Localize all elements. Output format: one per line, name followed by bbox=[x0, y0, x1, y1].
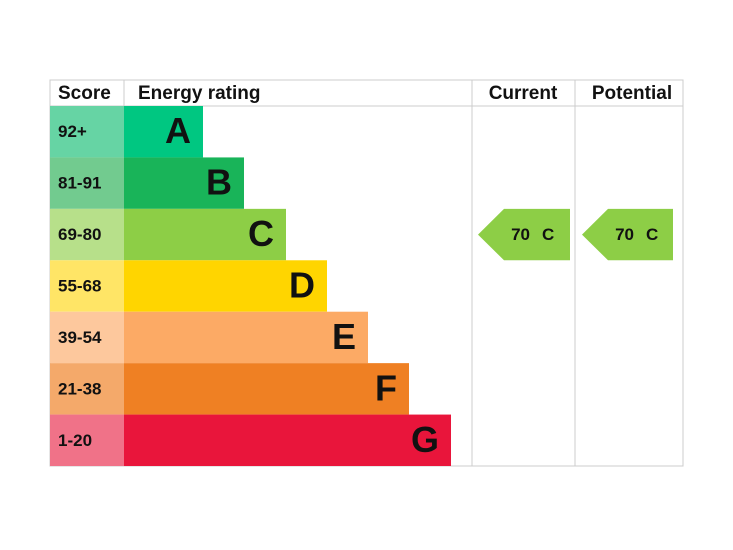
band-bar bbox=[124, 106, 203, 158]
score-label: 81-91 bbox=[58, 174, 101, 193]
header-score: Score bbox=[58, 83, 111, 104]
band-bar bbox=[124, 157, 244, 209]
current-score: 70 bbox=[511, 225, 530, 244]
score-label: 69-80 bbox=[58, 225, 101, 244]
score-cell bbox=[50, 260, 124, 312]
score-cell bbox=[50, 106, 124, 158]
band-letter: B bbox=[206, 162, 232, 203]
score-cell bbox=[50, 363, 124, 415]
band-bar bbox=[124, 363, 409, 415]
band-bar bbox=[124, 260, 327, 312]
band-letter: A bbox=[165, 110, 191, 151]
score-cell bbox=[50, 311, 124, 364]
band-letter: E bbox=[332, 316, 356, 357]
band-letter: D bbox=[289, 265, 315, 306]
score-cell bbox=[50, 414, 124, 466]
current-arrow bbox=[478, 208, 570, 261]
score-label: 1-20 bbox=[58, 431, 92, 450]
potential-band: C bbox=[646, 225, 658, 244]
potential-arrow bbox=[582, 208, 673, 261]
score-label: 21-38 bbox=[58, 379, 101, 398]
header-rating: Energy rating bbox=[138, 83, 260, 104]
current-band: C bbox=[542, 225, 554, 244]
band-letter: F bbox=[375, 367, 397, 408]
header-potential: Potential bbox=[592, 83, 672, 104]
potential-score: 70 bbox=[615, 225, 634, 244]
score-cell bbox=[50, 208, 124, 261]
header-current: Current bbox=[489, 83, 558, 104]
score-cell bbox=[50, 157, 124, 209]
band-letter: G bbox=[411, 419, 439, 460]
score-label: 39-54 bbox=[58, 328, 102, 347]
band-bar bbox=[124, 208, 286, 261]
band-letter: C bbox=[248, 213, 274, 254]
score-label: 92+ bbox=[58, 122, 87, 141]
band-bar bbox=[124, 414, 451, 466]
score-label: 55-68 bbox=[58, 276, 101, 295]
band-bar bbox=[124, 311, 368, 364]
